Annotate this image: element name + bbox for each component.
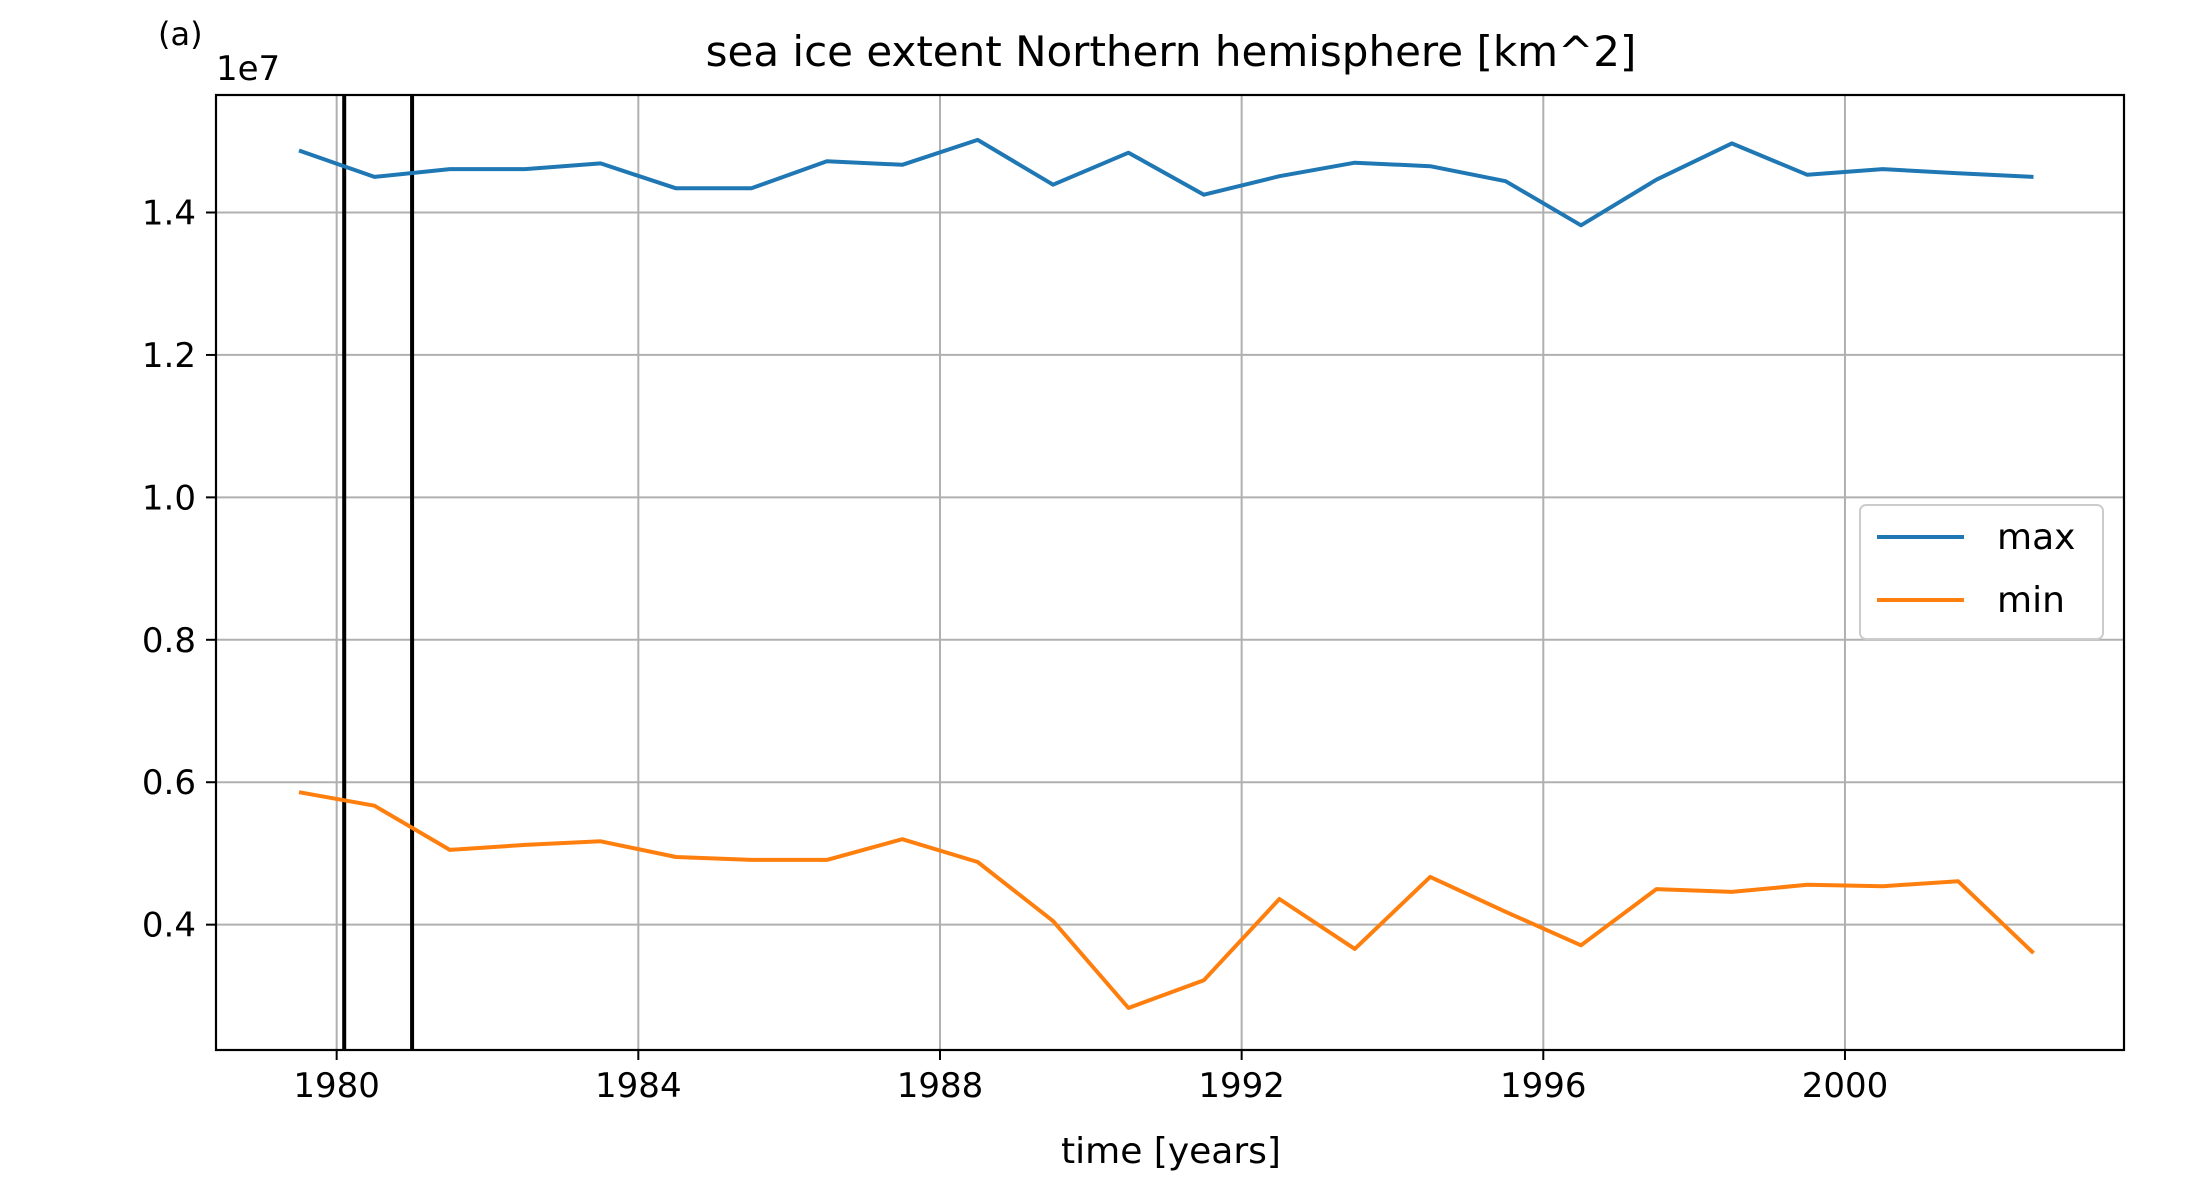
legend-label-min: min xyxy=(1997,580,2065,621)
series-line-max xyxy=(298,137,2034,228)
y-offset-label: 1e7 xyxy=(216,49,280,89)
y-tick-label: 1.0 xyxy=(142,478,196,518)
y-tick-label: 0.4 xyxy=(142,906,196,946)
y-axis-ticks: 0.4 0.6 0.8 1.0 1.2 1.4 xyxy=(142,194,216,946)
x-tick-label: 1992 xyxy=(1198,1066,1285,1106)
x-tick-label: 1988 xyxy=(897,1066,984,1106)
x-axis-ticks: 1980 1984 1988 1992 1996 2000 xyxy=(293,1050,1888,1106)
grid-lines xyxy=(216,95,2124,1050)
y-tick-label: 0.8 xyxy=(142,621,196,661)
x-tick-label: 1984 xyxy=(595,1066,682,1106)
y-tick-label: 1.2 xyxy=(142,336,196,376)
series-line-min xyxy=(298,790,2035,1010)
x-tick-label: 1980 xyxy=(293,1066,380,1106)
plot-area-frame xyxy=(214,93,2126,1052)
vertical-marker-lines xyxy=(342,95,415,1050)
x-tick-label: 2000 xyxy=(1802,1066,1889,1106)
x-tick-label: 1996 xyxy=(1500,1066,1587,1106)
legend: max min xyxy=(1859,504,2104,640)
legend-label-max: max xyxy=(1997,517,2075,558)
chart-title: sea ice extent Northern hemisphere [km^2… xyxy=(706,27,1637,76)
panel-label: (a) xyxy=(158,15,203,53)
y-tick-label: 1.4 xyxy=(142,194,196,234)
x-axis-label: time [years] xyxy=(1061,1131,1281,1172)
series-lines xyxy=(298,137,2035,1010)
y-tick-label: 0.6 xyxy=(142,763,196,803)
